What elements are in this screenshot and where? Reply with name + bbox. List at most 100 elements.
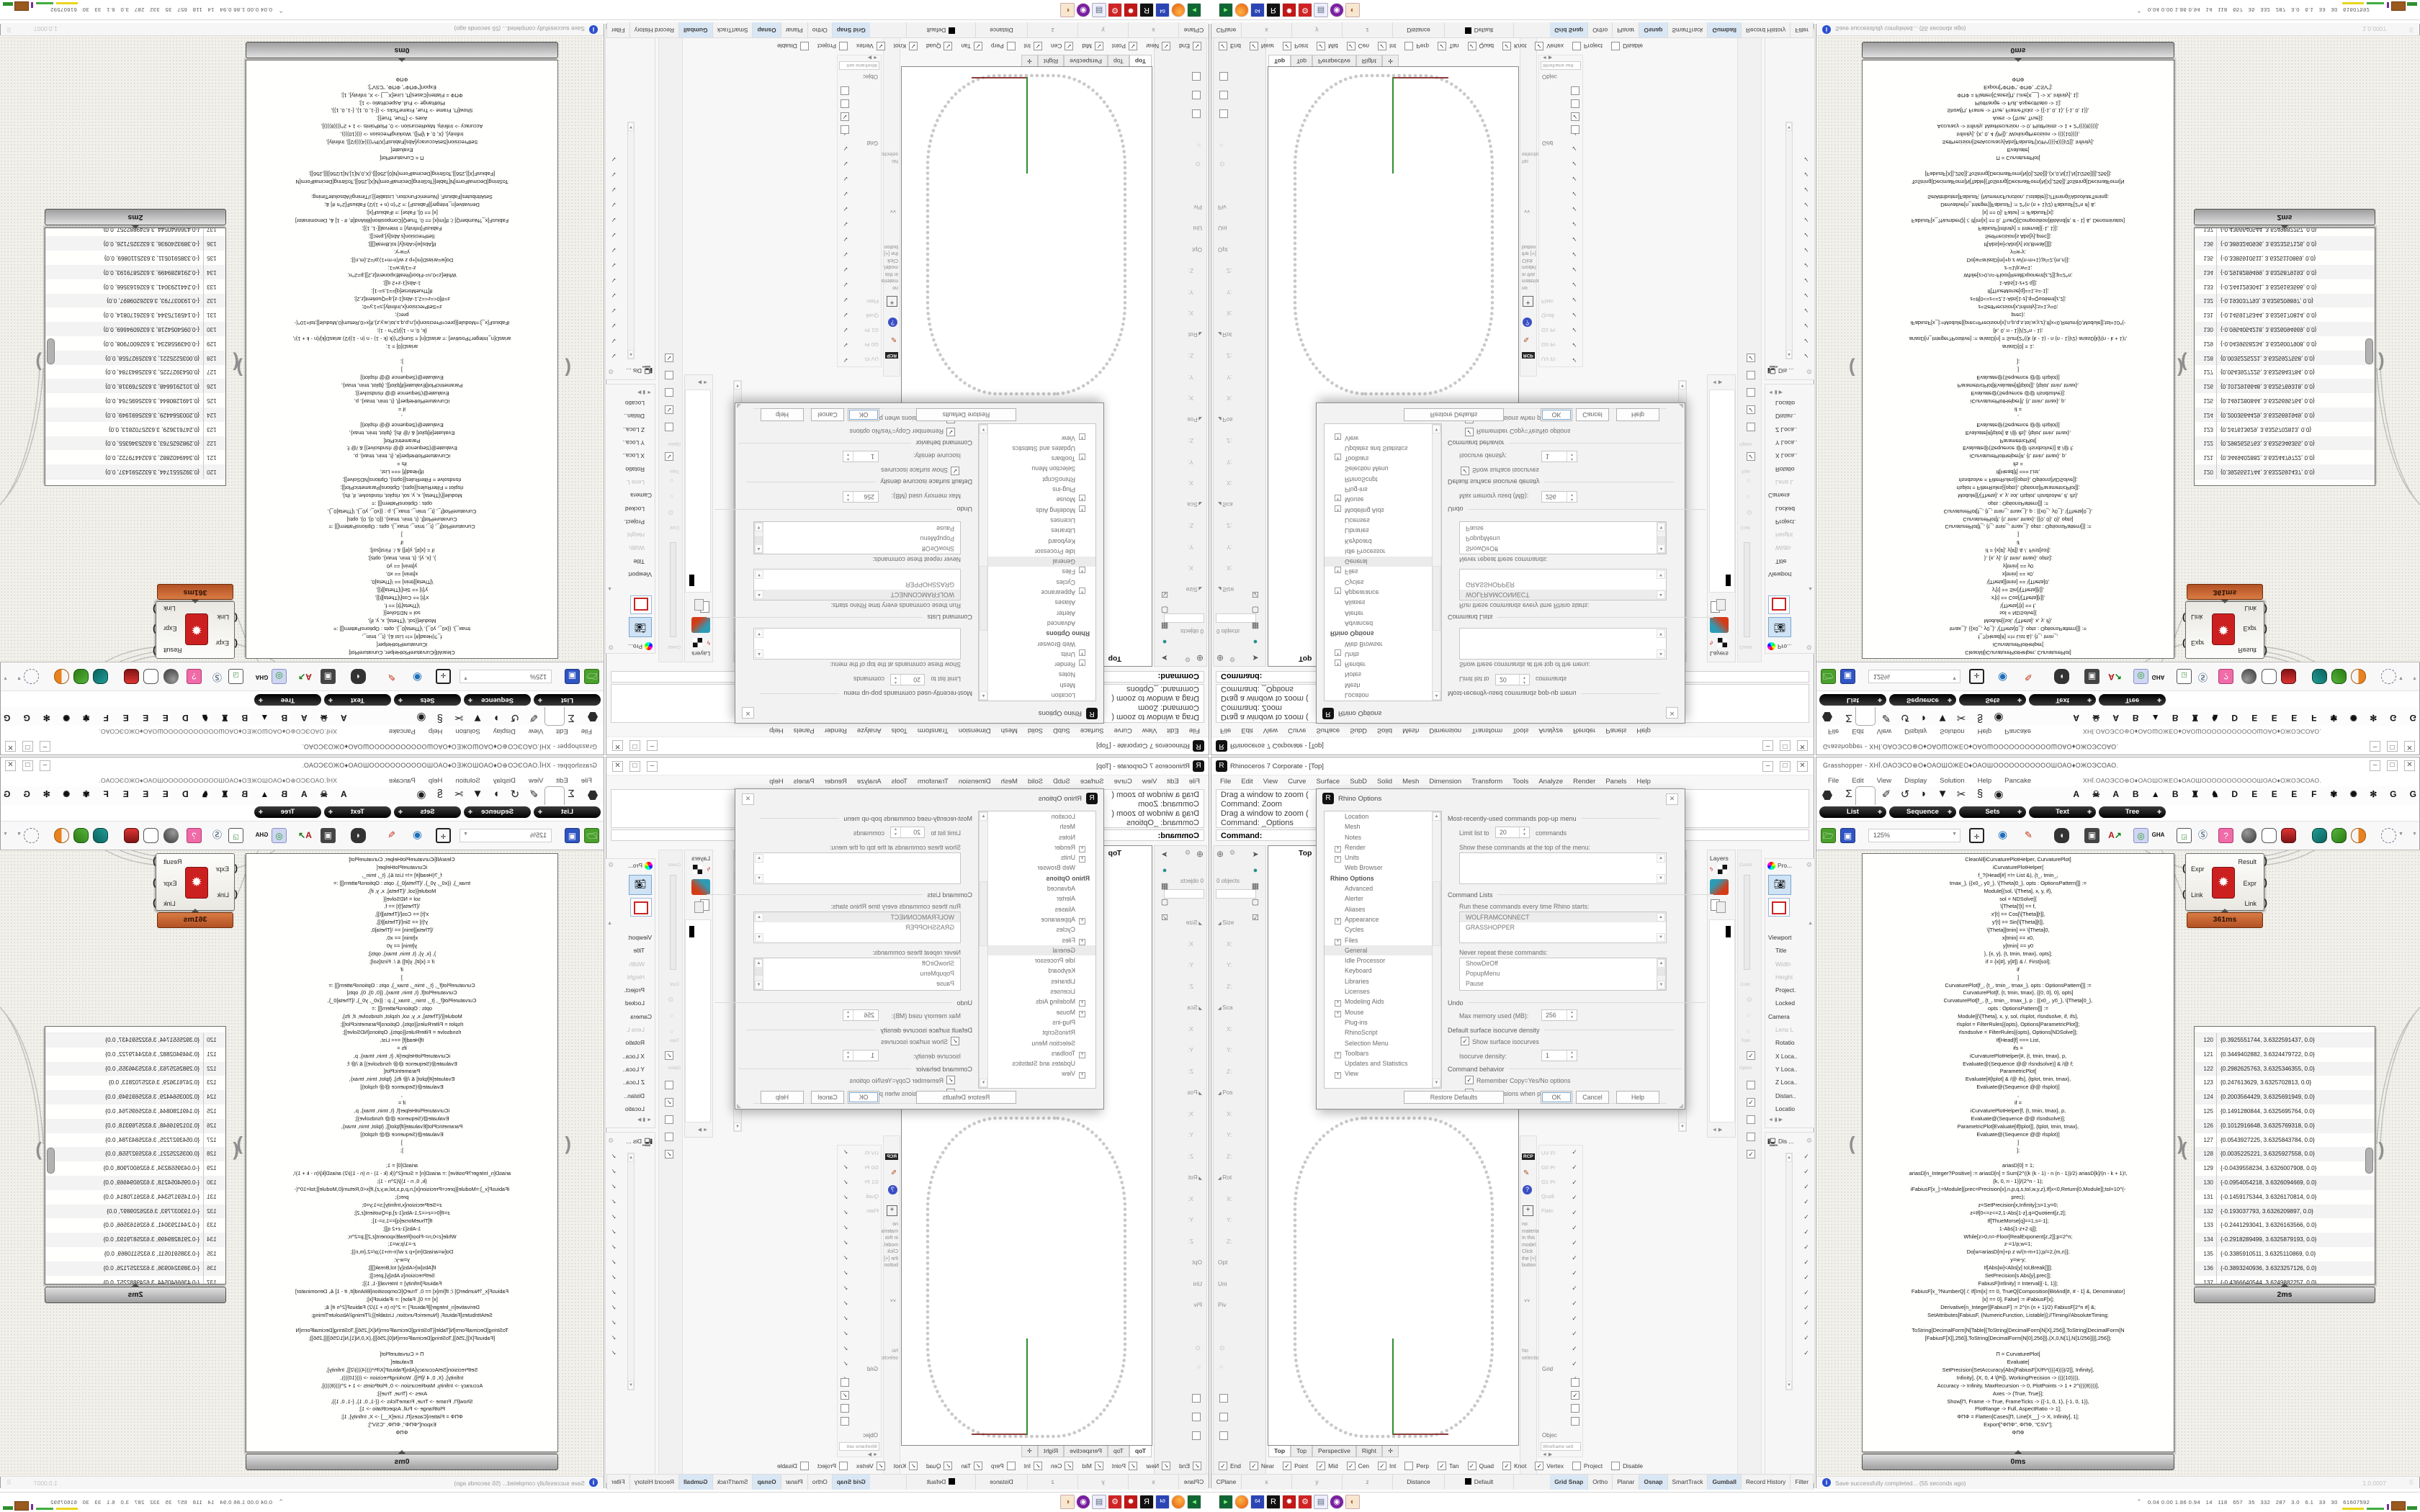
options-tree-item[interactable]: Keyboard (1048, 967, 1075, 975)
gh-plugin-tab[interactable]: F (2311, 789, 2317, 799)
zoom-extents-icon[interactable]: ✛ (436, 828, 451, 843)
checkbox-icon[interactable]: ✓ (611, 1168, 617, 1175)
status-toggle[interactable]: Planar (1613, 1475, 1640, 1490)
checkbox-icon[interactable]: ✓ (1572, 1209, 1577, 1216)
checkbox-icon[interactable]: ✓ (843, 1179, 848, 1186)
rhino-menu-item[interactable]: Surface (1316, 726, 1340, 734)
gumball-icon[interactable]: ⊕ (1216, 849, 1224, 859)
options-tree-item[interactable]: General (979, 945, 1095, 956)
input-port-icon[interactable]: ( (2182, 888, 2186, 899)
limit-spinner[interactable]: 20 ▲ ▼ (890, 674, 925, 685)
layer-tools-icon[interactable] (1710, 879, 1729, 895)
open-file-icon[interactable]: 🗁︎ (584, 828, 599, 843)
sketch-brush-icon[interactable]: ✎ (387, 829, 395, 840)
rhino-menu-item[interactable]: View (1142, 778, 1157, 786)
params-tab-hexagon-icon[interactable] (1822, 791, 1832, 800)
options-tree-item[interactable]: Location (1345, 813, 1369, 820)
gh-plugin-tab[interactable]: B (2172, 713, 2179, 723)
options-tree-item[interactable]: Idle Processor (1034, 957, 1075, 965)
panel-h-scroll[interactable]: ◄ ▶ (867, 55, 878, 60)
list-panel[interactable]: 120 {0.3925551744, 3.6322591437, 0.0} 12… (2194, 228, 2375, 486)
gh-panel-text[interactable]: Text (2029, 694, 2096, 706)
output-port-icon[interactable]: ) (153, 624, 156, 635)
checkbox-icon[interactable]: ✓ (1283, 1462, 1292, 1470)
layers-h-scroll[interactable]: ◄ ▶ (697, 1128, 708, 1133)
output-port-icon[interactable]: ) (2264, 624, 2267, 635)
gear-icon[interactable]: ⚙ (1806, 368, 1812, 375)
gh-panel-list[interactable]: List (1819, 806, 1886, 819)
speaker-icon[interactable]: ▣ (321, 669, 336, 684)
rcp-icon[interactable]: RCP (1522, 1153, 1535, 1160)
options-tree-item[interactable]: Libraries (1051, 977, 1075, 985)
minimize-icon[interactable]: – (2370, 741, 2380, 752)
property-row[interactable]: Viewport (1768, 571, 1792, 578)
property-row[interactable]: Locked (624, 505, 645, 513)
options-tree-item[interactable]: Rhino Options (1330, 630, 1374, 638)
list-row[interactable]: 129 {-0.0439558234, 3.6326007908, 0.0} (2195, 1161, 2375, 1176)
checkbox-icon[interactable] (1572, 42, 1582, 50)
options-tree-item[interactable]: Selection Menu (1345, 465, 1389, 473)
checkbox-icon[interactable]: ✓ (1572, 1360, 1577, 1367)
gh-menu-item[interactable]: View (1876, 777, 1892, 785)
unknown-package-icon[interactable]: ? (187, 828, 202, 843)
mathematica-component[interactable]: ( ( Expr Link ✹ Result Expr Link ) ) ) (2182, 601, 2267, 659)
selection-circle-icon[interactable] (24, 828, 39, 843)
paintbrush-icon[interactable]: ✎ (1523, 335, 1530, 343)
rhino-menu-item[interactable]: Tools (1512, 726, 1529, 734)
firefox-icon[interactable] (1234, 3, 1249, 17)
preview-eye-icon[interactable]: ◉ (412, 671, 423, 683)
list-scroll-thumb[interactable] (47, 1148, 55, 1174)
wireframe-settings-dropdown[interactable]: Wireframe sett (839, 1442, 879, 1451)
checkbox-icon[interactable]: ✓ (1094, 1462, 1103, 1470)
property-row[interactable]: Viewport (1768, 934, 1792, 941)
lightning-icon[interactable]: ϟ (707, 639, 710, 646)
osnap-item[interactable]: ✓ Mid (1317, 1462, 1338, 1470)
add-material-icon[interactable]: + (887, 296, 897, 307)
teal-can-icon[interactable] (93, 828, 108, 843)
green-can-icon[interactable] (73, 669, 89, 684)
limit-spinner[interactable]: 20 ▲ ▼ (1495, 827, 1530, 838)
list-row[interactable]: 122 {0.2982625763, 3.6325346355, 0.0} (45, 436, 225, 451)
input-port-icon[interactable]: ( (234, 888, 238, 899)
rhino-menu-item[interactable]: Mesh (1402, 726, 1420, 734)
chevron-down-icon[interactable]: ▼ (2398, 675, 2403, 680)
rhino-menu-item[interactable]: Transform (1471, 726, 1503, 734)
osnap-item[interactable]: ✓ Int (1378, 1462, 1396, 1470)
palette-icon[interactable]: ◐ (1345, 3, 1360, 17)
viewport-tab[interactable]: Perspective (1064, 1446, 1108, 1457)
viewport-tab[interactable]: ✛ (1381, 1446, 1399, 1457)
checkbox-icon[interactable]: ✓ (843, 296, 848, 303)
checkbox-icon[interactable]: ✓ (1438, 1462, 1447, 1470)
options-tree-item[interactable]: Keyboard (1048, 537, 1075, 545)
window-export-icon[interactable]: ◲ (2177, 828, 2192, 843)
property-row[interactable]: Rotatio (625, 465, 645, 473)
options-tree-item[interactable]: Render (1325, 842, 1441, 852)
rhino-menu-item[interactable]: View (1263, 726, 1278, 734)
gh-panel-sequence[interactable]: Sequence (1889, 694, 1956, 706)
checkbox-icon[interactable]: ✓ (1317, 1462, 1326, 1470)
options-tree-item[interactable]: Libraries (1051, 527, 1075, 535)
gear-icon[interactable]: ⚙ (1229, 656, 1236, 663)
boxedit-options[interactable]: ⊙ ○ (1219, 142, 1225, 168)
close-icon[interactable]: ✕ (612, 740, 623, 751)
checkbox-icon[interactable]: ✓ (1317, 42, 1326, 50)
checkbox-icon[interactable]: ✓ (611, 352, 617, 359)
close-icon[interactable]: ✕ (1666, 793, 1678, 805)
wolfram-icon[interactable]: ✹ (1282, 3, 1296, 17)
layer-color-swatch[interactable] (1726, 926, 1731, 937)
cplane-cell[interactable]: CPlane (1211, 22, 1242, 37)
rcp-icon[interactable]: RCP (885, 352, 898, 359)
rhino-menu-item[interactable]: Help (769, 778, 784, 786)
gh-category-tab[interactable]: ◗ (1920, 788, 1927, 800)
options-tree-item[interactable]: Rhino Options (1046, 874, 1090, 882)
checker-icon[interactable] (693, 638, 702, 647)
resize-grip-icon[interactable]: ⠿ (6, 26, 12, 33)
options-tree-item[interactable]: RhinoScript (1345, 475, 1378, 483)
checkbox-icon[interactable]: ✓ (1803, 1168, 1809, 1175)
layers-h-scroll[interactable]: ◄ ▶ (1712, 1128, 1723, 1133)
osnap-item[interactable]: ✓ Mid (1317, 42, 1338, 50)
toolbar-overflow-icon[interactable]: ▼ (3, 675, 8, 680)
x-cell[interactable]: x (1242, 22, 1292, 37)
list-row[interactable]: 122 {0.2982625763, 3.6325346355, 0.0} (45, 1061, 225, 1076)
layer-color-swatch[interactable] (689, 926, 694, 937)
